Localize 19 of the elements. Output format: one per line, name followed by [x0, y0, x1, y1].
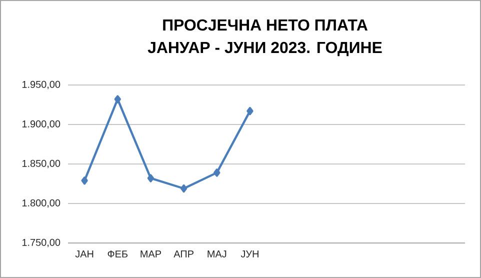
y-tick-label: 1.750,00	[22, 238, 60, 248]
x-tick-label: МАЈ	[208, 250, 226, 258]
y-tick-label: 1.900,00	[22, 120, 60, 129]
y-tick-label: 1.800,00	[22, 199, 60, 208]
point	[114, 95, 121, 104]
y-tick-label: 1.850,00	[22, 160, 60, 168]
x-tick-label: ФЕБ	[108, 250, 128, 258]
point	[246, 106, 254, 116]
x-tick-label: МАР	[140, 250, 161, 258]
chart-title: ПРОСЈЕЧНА НЕТО ПЛАТА	[163, 19, 368, 31]
y-tick-label: 1.950,00	[22, 80, 60, 90]
point	[147, 174, 154, 182]
x-tick-label: АПР	[174, 250, 194, 258]
point	[180, 184, 188, 193]
chart-subtitle: ЈАНУАР - ЈУНИ 2023. ГОДИНЕ	[148, 42, 382, 56]
x-tick-label: ЈАН	[75, 250, 94, 258]
x-tick-label: ЈУН	[240, 250, 258, 258]
point	[81, 176, 88, 185]
point	[214, 168, 220, 177]
